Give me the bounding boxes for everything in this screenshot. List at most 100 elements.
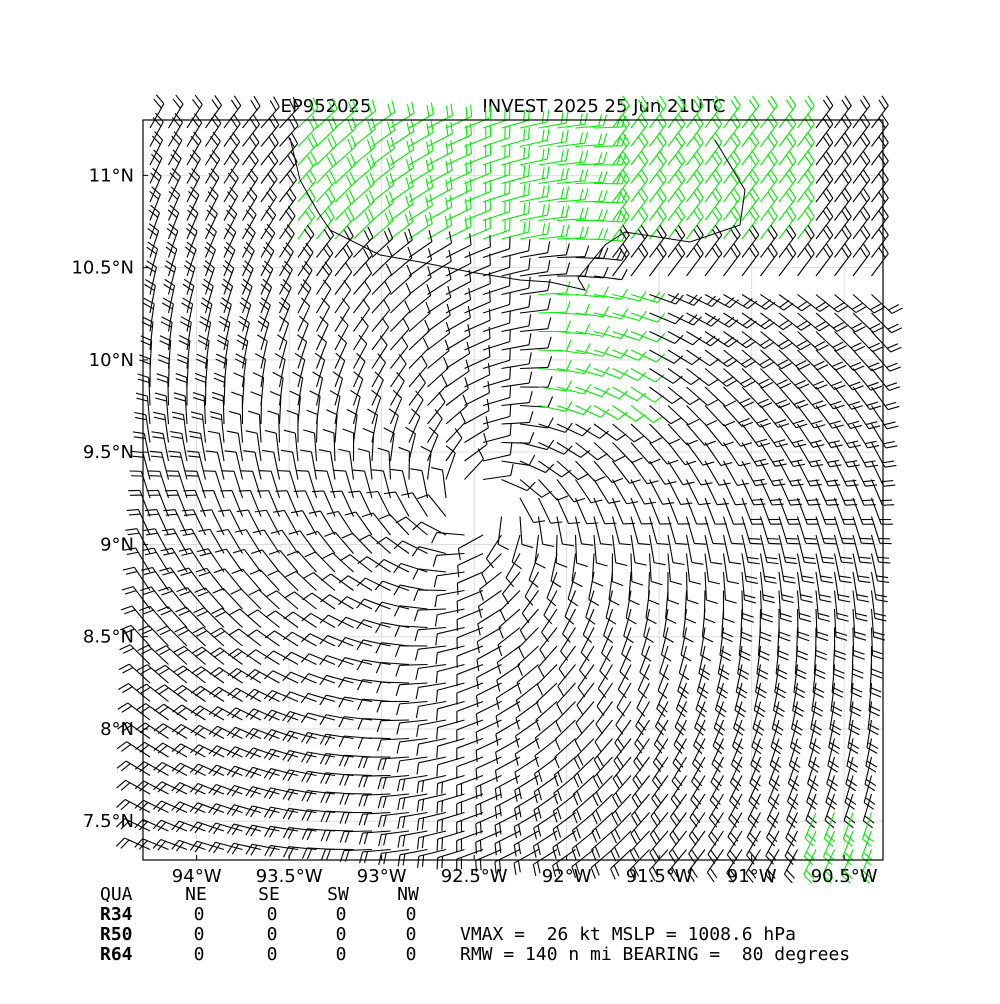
wind-barb: [307, 410, 318, 442]
wind-barb: [376, 643, 409, 653]
barb-feather: [439, 392, 445, 402]
wind-barb: [307, 531, 335, 553]
wind-barb: [343, 429, 354, 461]
barb-feather: [697, 188, 703, 198]
barb-feather: [886, 383, 897, 387]
wind-barb: [277, 335, 287, 369]
barb-staff: [613, 480, 627, 504]
barb-feather: [771, 133, 777, 143]
barb-feather: [249, 206, 257, 215]
barb-feather: [865, 441, 876, 443]
barb-feather: [831, 382, 842, 386]
barb-feather: [842, 562, 854, 563]
barb-staff: [483, 379, 510, 387]
barb-feather: [752, 207, 758, 217]
barb-staff: [779, 235, 796, 257]
barb-staff: [650, 198, 667, 220]
barb-feather: [548, 317, 551, 328]
barb-feather: [220, 316, 230, 322]
wind-barb: [210, 648, 242, 665]
barb-feather: [265, 229, 273, 238]
barb-feather: [830, 465, 842, 467]
wind-barb: [354, 136, 376, 165]
wind-barb: [414, 590, 446, 601]
barb-feather: [212, 100, 219, 110]
barb-staff: [816, 443, 830, 467]
barb-feather: [301, 674, 308, 683]
barb-feather: [598, 171, 602, 182]
barb-feather: [780, 383, 791, 388]
barb-feather: [364, 757, 368, 768]
barb-staff: [261, 143, 278, 165]
barb-feather: [289, 531, 300, 534]
wind-barb: [724, 170, 741, 202]
barb-feather: [578, 474, 588, 480]
wind-barb: [237, 335, 248, 368]
wind-barb: [724, 96, 741, 128]
wind-barb: [594, 329, 628, 339]
barb-feather: [127, 510, 139, 511]
wind-barb: [313, 372, 323, 406]
wind-barb: [395, 646, 427, 657]
wind-barb: [220, 298, 231, 332]
barb-staff: [779, 143, 796, 165]
wind-barb: [335, 117, 356, 146]
barb-staff: [853, 235, 870, 257]
wind-barb: [595, 720, 612, 752]
barb-feather: [218, 510, 230, 511]
wind-barb: [872, 225, 889, 257]
wind-barb: [687, 244, 704, 276]
barb-feather: [641, 151, 647, 161]
wind-barb: [742, 387, 772, 407]
barb-feather: [841, 538, 853, 539]
barb-staff: [317, 145, 337, 165]
wind-barb: [483, 274, 510, 294]
barb-staff: [389, 452, 390, 480]
barb-feather: [266, 611, 276, 617]
wind-barb: [761, 387, 791, 408]
wind-barb: [309, 511, 335, 535]
barb-feather: [230, 187, 238, 196]
wind-barb: [357, 620, 391, 629]
barb-feather: [585, 132, 588, 143]
wind-barb: [578, 665, 594, 698]
barb-staff: [335, 128, 356, 146]
barb-feather: [497, 662, 500, 673]
wind-barb: [247, 630, 279, 646]
barb-feather: [636, 775, 642, 785]
barb-feather: [510, 330, 511, 342]
barb-feather: [860, 229, 866, 239]
barb-staff: [183, 666, 205, 683]
barb-feather: [338, 617, 346, 626]
wind-barb: [814, 646, 825, 679]
barb-feather: [694, 192, 700, 202]
wind-barb: [835, 151, 852, 183]
barb-feather: [214, 651, 224, 657]
barb-feather: [548, 418, 554, 428]
barb-feather: [711, 562, 723, 564]
barb-feather: [572, 581, 582, 586]
wind-barb: [409, 176, 433, 202]
barb-feather: [396, 665, 400, 676]
barb-staff: [687, 124, 704, 146]
barb-feather: [823, 100, 829, 110]
barb-staff: [542, 609, 557, 632]
wind-barb: [428, 268, 452, 295]
barb-feather: [673, 763, 681, 772]
wind-barb: [539, 320, 571, 331]
barb-staff: [520, 517, 522, 545]
barb-staff: [668, 480, 681, 505]
barb-feather: [617, 707, 625, 716]
barb-feather: [829, 421, 840, 424]
barb-feather: [524, 129, 525, 141]
wind-barb: [157, 607, 187, 628]
barb-staff: [613, 198, 630, 220]
wind-barb: [687, 517, 706, 545]
barb-staff: [613, 406, 636, 422]
barb-feather: [801, 600, 812, 603]
barb-feather: [856, 618, 867, 621]
barb-feather: [598, 248, 602, 259]
barb-feather: [598, 454, 608, 460]
barb-staff: [742, 198, 759, 220]
barb-staff: [631, 480, 644, 505]
